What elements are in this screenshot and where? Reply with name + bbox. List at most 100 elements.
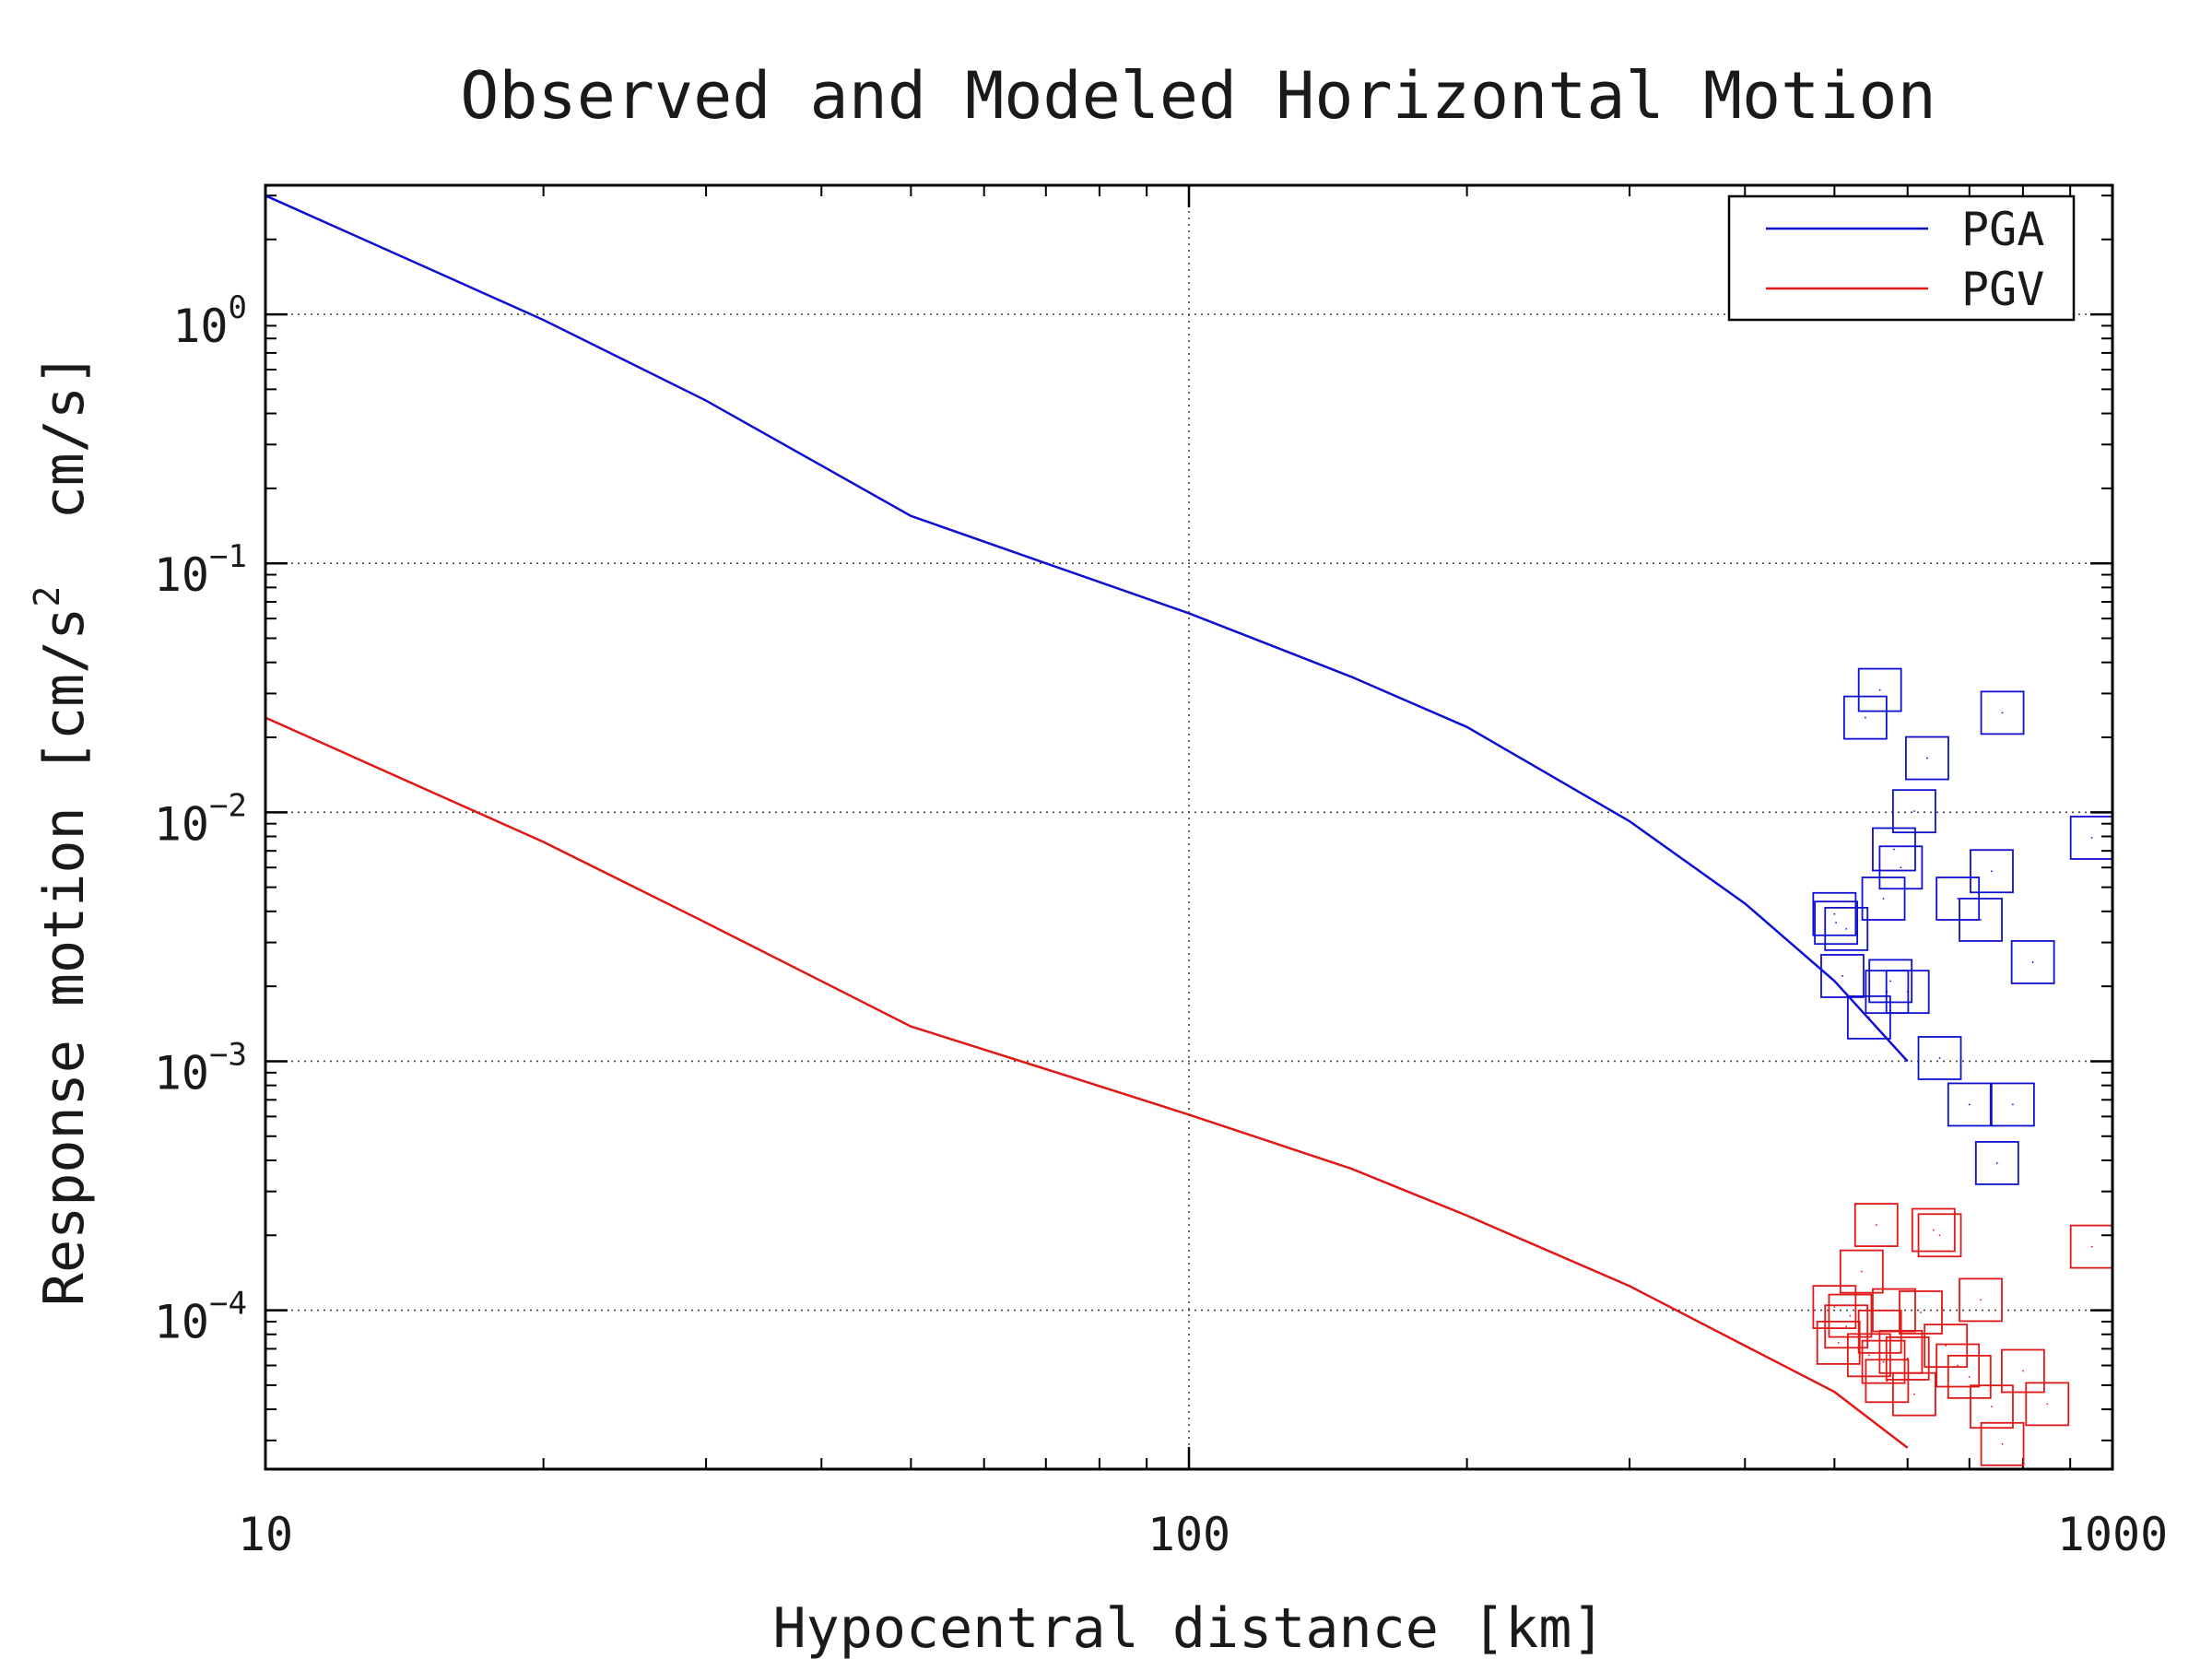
data-marker (1828, 1293, 1873, 1338)
data-marker-center (1980, 919, 1982, 921)
legend-box (1727, 194, 2076, 322)
data-marker-center (1882, 898, 1885, 900)
plot-frame (264, 183, 2114, 1471)
data-marker-center (1860, 1270, 1863, 1273)
y-axis-label: Response motion [cm/s2 cm/s] (27, 353, 97, 1306)
data-marker-center (1968, 1375, 1971, 1378)
data-marker-center (2090, 837, 2093, 839)
y-tick-label-exponent: −4 (209, 1286, 247, 1323)
data-marker-center (1926, 757, 1928, 759)
data-marker-center (1900, 1350, 1902, 1353)
data-marker-center (2090, 1245, 2093, 1248)
data-marker (1959, 898, 2003, 942)
data-marker-center (1837, 1342, 1840, 1344)
data-marker (1980, 1421, 2025, 1466)
data-marker-center (1841, 975, 1843, 977)
data-marker-center (1867, 1354, 1870, 1357)
data-marker-center (1845, 1325, 1848, 1328)
data-marker-center (1995, 1162, 1998, 1164)
y-tick-label: 10−3 (154, 1036, 247, 1100)
data-marker-center (2011, 1103, 2014, 1106)
data-marker (1917, 1213, 1962, 1258)
data-marker-center (1957, 1364, 1959, 1367)
data-marker-center (1900, 866, 1902, 869)
data-marker (2069, 816, 2112, 860)
series-line-pga (265, 194, 1909, 1063)
data-marker (1974, 1141, 2019, 1185)
plot-area (265, 194, 2112, 1466)
data-marker-center (1991, 1406, 1993, 1408)
data-marker (1892, 789, 1936, 834)
data-marker (1970, 849, 2014, 894)
data-marker-center (1835, 922, 1838, 924)
data-marker (1924, 1324, 1969, 1369)
data-marker-center (2031, 961, 2034, 963)
data-marker-center (1893, 848, 1895, 851)
data-marker-center (1833, 1306, 1836, 1309)
data-marker (1905, 735, 1949, 781)
data-marker-center (1845, 927, 1848, 930)
data-marker (1947, 1082, 1992, 1127)
y-tick-label: 10−1 (154, 538, 247, 602)
data-marker (1812, 1285, 1857, 1330)
data-marker (1917, 1036, 1962, 1080)
data-marker-center (1864, 716, 1866, 719)
data-marker-center (1913, 810, 1915, 813)
data-marker (1970, 1384, 2014, 1430)
data-marker (1868, 959, 1913, 1004)
data-marker-center (1886, 1380, 1888, 1382)
data-marker-center (2046, 1403, 2049, 1406)
chart-title: Observed and Modeled Horizontal Motion (460, 58, 1936, 134)
data-marker-center (1932, 1229, 1935, 1231)
data-marker-center (2001, 712, 2004, 714)
data-marker-center (1906, 991, 1909, 994)
data-marker (1861, 1339, 1906, 1384)
y-tick-label-exponent: −2 (209, 787, 247, 824)
data-marker-center (1938, 1234, 1941, 1237)
data-marker-center (2001, 1442, 2004, 1445)
data-marker (2069, 1224, 2112, 1269)
data-marker (1990, 1082, 2035, 1127)
data-marker-center (1920, 1312, 1922, 1313)
data-marker (1853, 1203, 1899, 1247)
data-marker (1814, 900, 1859, 946)
y-axis-label-main: Response motion [cm/s (32, 607, 97, 1307)
data-marker (2025, 1382, 2070, 1427)
data-marker (1816, 1321, 1861, 1365)
data-marker-center (1991, 870, 1993, 873)
data-marker (1959, 1277, 2003, 1323)
data-marker (1846, 1333, 1891, 1378)
data-marker (1980, 690, 2025, 735)
y-axis-label-superscript: 2 (27, 586, 67, 607)
data-marker (1824, 1304, 1869, 1349)
legend-label-pga: PGA (1961, 203, 2044, 256)
data-marker-center (1980, 1299, 1982, 1301)
data-marker (1947, 1354, 1992, 1399)
y-tick-label: 10−4 (154, 1286, 247, 1349)
data-marker-center (1893, 1309, 1895, 1312)
y-tick-label-exponent: −1 (209, 538, 247, 575)
data-marker (1936, 1343, 1981, 1388)
data-marker (1824, 906, 1869, 951)
data-marker-center (1906, 1358, 1909, 1359)
x-tick-label: 10 (238, 1508, 293, 1561)
data-marker (2010, 940, 2055, 984)
y-tick-label-exponent: 0 (229, 289, 247, 326)
legend-label-pgv: PGV (1961, 263, 2044, 316)
data-marker-center (1875, 1224, 1877, 1226)
data-marker (1872, 827, 1916, 872)
series-line-pgv (265, 716, 1909, 1449)
data-marker (1842, 695, 1888, 740)
y-tick-label-base: 10 (154, 1296, 209, 1349)
data-marker (1878, 845, 1924, 890)
data-marker-center (1882, 1360, 1885, 1363)
y-axis-label-units: cm/s] (32, 353, 97, 586)
x-axis-label: Hypocentral distance [km] (772, 1596, 1605, 1659)
data-marker-center (1833, 912, 1836, 915)
data-marker-center (1849, 1314, 1852, 1317)
data-marker (1892, 1371, 1936, 1417)
data-marker (1885, 970, 1930, 1015)
data-marker (1899, 1290, 1943, 1335)
